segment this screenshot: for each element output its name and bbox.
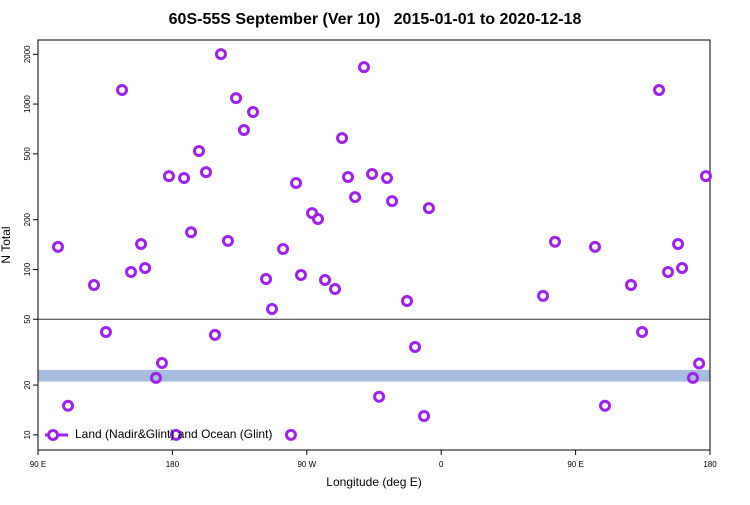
point — [599, 399, 612, 412]
point — [373, 390, 386, 403]
point — [230, 92, 243, 105]
band — [38, 369, 710, 382]
point — [200, 166, 212, 179]
point — [192, 145, 205, 158]
point — [277, 242, 290, 255]
point — [357, 61, 370, 74]
point — [386, 195, 399, 208]
point — [329, 282, 342, 295]
point — [149, 371, 162, 384]
point — [294, 268, 307, 281]
point — [401, 294, 414, 307]
point — [336, 132, 349, 145]
x-tick-label: 180 — [703, 460, 717, 469]
chart-title: 60S-55S September (Ver 10) 2015-01-01 to… — [169, 11, 582, 28]
point — [290, 177, 303, 190]
point — [662, 265, 675, 278]
point — [589, 240, 602, 253]
point — [99, 325, 112, 338]
y-axis-label: N Total — [0, 226, 13, 263]
x-tick-label: 90 E — [30, 460, 46, 469]
y-tick-label: 200 — [23, 212, 32, 226]
point — [342, 171, 355, 184]
point — [693, 357, 706, 370]
point — [366, 167, 379, 180]
point — [672, 237, 685, 250]
point — [409, 340, 422, 353]
point — [135, 237, 148, 250]
point — [676, 262, 689, 275]
point — [221, 234, 234, 247]
y-tick-label: 10 — [23, 430, 32, 439]
point — [653, 84, 666, 97]
point — [548, 235, 561, 248]
y-tick-label: 500 — [23, 147, 32, 161]
point — [88, 278, 100, 291]
point — [636, 325, 649, 338]
y-tick-label: 1000 — [23, 95, 32, 113]
y-tick-label: 100 — [23, 262, 32, 276]
point — [162, 170, 175, 183]
x-tick-label: 90 W — [297, 460, 316, 469]
point — [208, 328, 221, 341]
point — [266, 302, 279, 315]
point — [537, 289, 550, 302]
point — [247, 106, 260, 119]
point — [237, 124, 250, 137]
y-tick-label: 50 — [23, 314, 32, 323]
point — [116, 84, 129, 97]
point — [178, 172, 191, 185]
point — [319, 273, 332, 286]
point — [625, 278, 638, 291]
point — [62, 399, 75, 412]
x-tick-label: 0 — [439, 460, 444, 469]
point — [169, 428, 182, 441]
point — [155, 356, 168, 369]
point — [312, 212, 324, 225]
point — [284, 428, 297, 441]
point — [699, 170, 712, 183]
point — [380, 172, 393, 185]
legend-marker — [47, 429, 59, 441]
y-tick-label: 20 — [23, 380, 32, 389]
x-axis-label: Longitude (deg E) — [326, 475, 421, 489]
plot-frame — [37, 39, 711, 451]
x-tick-label: 180 — [166, 460, 180, 469]
x-tick-label: 90 E — [567, 460, 583, 469]
point — [260, 272, 273, 285]
point — [418, 410, 431, 423]
legend-label: Land (Nadir&Glint) and Ocean (Glint) — [75, 427, 272, 441]
point — [139, 262, 152, 275]
y-tick-label: 2000 — [23, 45, 32, 63]
point — [686, 371, 699, 384]
point — [125, 265, 138, 278]
point — [214, 48, 227, 61]
point — [349, 191, 362, 204]
point — [422, 202, 435, 215]
point — [52, 240, 65, 253]
point — [185, 226, 198, 239]
